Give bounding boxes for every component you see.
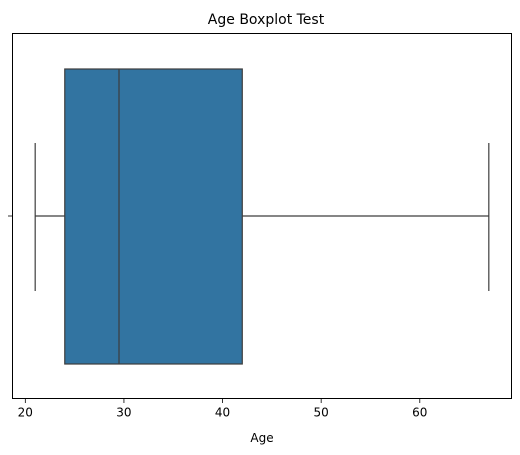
x-tick-label: 60 <box>412 406 427 420</box>
x-axis-label: Age <box>250 431 273 445</box>
iqr-box <box>64 68 243 365</box>
x-axis-ticks: 20 30 40 50 60 <box>18 398 427 420</box>
x-tick-label: 30 <box>116 406 131 420</box>
x-tick-label: 50 <box>314 406 329 420</box>
x-tick-label: 40 <box>215 406 230 420</box>
chart-title: Age Boxplot Test <box>208 12 325 28</box>
x-tick-label: 20 <box>18 406 33 420</box>
plot-area <box>34 68 490 365</box>
